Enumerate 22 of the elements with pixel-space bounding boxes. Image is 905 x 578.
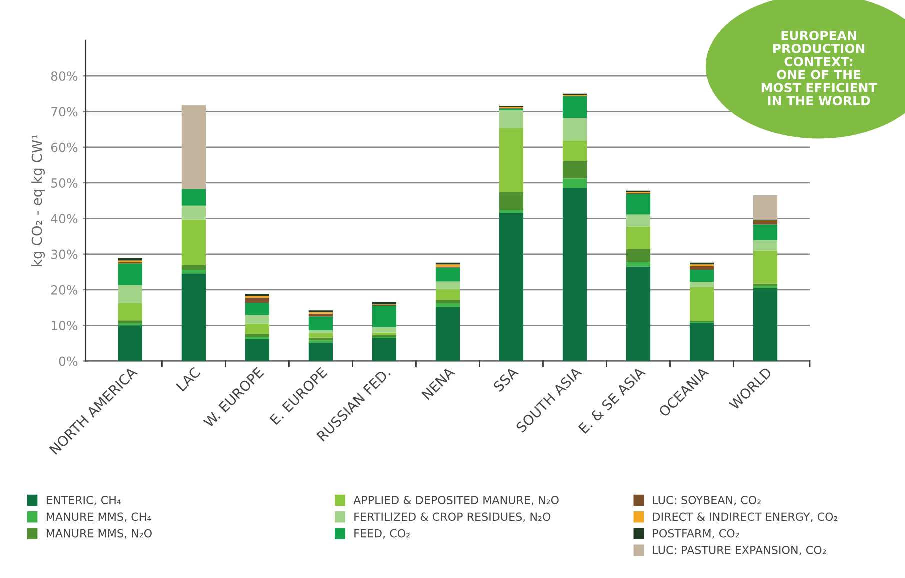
legend-label: FEED, CO₂: [354, 529, 410, 539]
y-axis-title: kg CO₂ - eq kg CW¹: [32, 134, 45, 266]
x-tick-label: SSA: [492, 366, 520, 392]
y-tick-label: 0%: [59, 356, 78, 366]
legend-label: POSTFARM, CO₂: [653, 529, 740, 539]
y-tick-label: 20%: [51, 285, 78, 295]
y-tick-label: 10%: [52, 321, 78, 331]
y-tick-label: 60%: [51, 142, 78, 152]
y-tick-label: 70%: [52, 107, 78, 117]
y-tick-label: 30%: [52, 250, 78, 260]
legend-label: LUC: SOYBEAN, CO₂: [653, 496, 761, 506]
legend-label: FERTILIZED & CROP RESIDUES, N₂O: [354, 512, 551, 522]
legend-label: MANURE MMS, N₂O: [46, 529, 152, 539]
y-tick-label: 50%: [52, 178, 78, 188]
legend-label: LUC: PASTURE EXPANSION, CO₂: [653, 546, 826, 556]
y-tick-label: 40%: [51, 214, 78, 224]
legend-label: MANURE MMS, CH₄: [46, 512, 152, 522]
legend-label: ENTERIC, CH₄: [46, 496, 122, 506]
y-tick-label: 80%: [51, 72, 78, 82]
legend-label: APPLIED & DEPOSITED MANURE, N₂O: [354, 496, 559, 506]
legend-label: DIRECT & INDIRECT ENERGY, CO₂: [653, 512, 838, 522]
annotation: EUROPEAN PRODUCTION CONTEXT: ONE OF THE MOST EFFICIENT IN THE WORLD: [762, 30, 878, 106]
